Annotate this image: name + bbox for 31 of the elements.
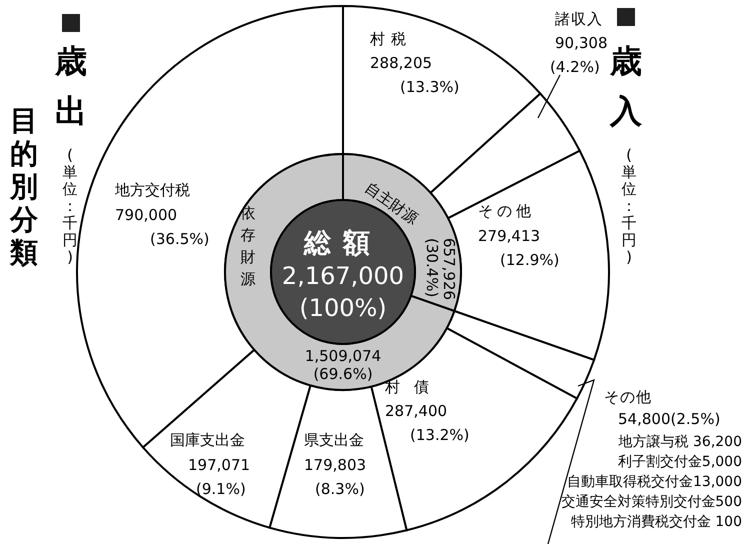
data-label: 790,000 (36.5%)	[115, 206, 210, 248]
text: 目的別分類	[9, 104, 39, 269]
slice-label: その他	[478, 202, 535, 220]
slice-label: 村債	[384, 378, 443, 396]
slice-label: その他	[604, 388, 652, 406]
data-label: 90,308 (4.2%)	[550, 34, 608, 76]
text: 自動車取得税交付金13,000	[567, 474, 742, 490]
slice-label: 村税	[369, 30, 412, 48]
data-label: 197,071 (9.1%)	[188, 456, 250, 498]
text: 利子割交付金5,000	[618, 454, 742, 470]
data-label: 657,926 (30.4%)	[423, 238, 458, 300]
text: 交通安全対策特別交付金500	[561, 494, 742, 510]
text: 地方譲与税 36,200	[618, 434, 742, 450]
data-label: 1,509,074 (69.6%)	[304, 347, 382, 383]
slice-label: 国庫支出金	[170, 431, 245, 449]
slice-label: 地方交付税	[114, 181, 190, 199]
data-label: 288,205 (13.3%)	[370, 54, 460, 96]
text: 歳入	[609, 42, 643, 130]
text: (単位：千円)	[62, 146, 78, 266]
text: (単位：千円)	[622, 146, 636, 266]
data-label: 287,400 (13.2%)	[385, 402, 470, 444]
slice-label: 自主財源	[362, 178, 422, 228]
data-label: 2,167,000 (100%)	[282, 262, 404, 322]
text: 特別地方消費税交付金 100	[570, 514, 742, 530]
slice-label: 県支出金	[304, 431, 364, 449]
text: 歳出	[54, 42, 87, 130]
slice-label: 諸収入	[555, 10, 603, 28]
slice-label: 総額	[303, 228, 382, 259]
data-label: 179,803 (8.3%)	[304, 456, 366, 498]
data-label: 54,800(2.5%)	[618, 410, 720, 428]
data-label: 279,413 (12.9%)	[478, 227, 560, 269]
